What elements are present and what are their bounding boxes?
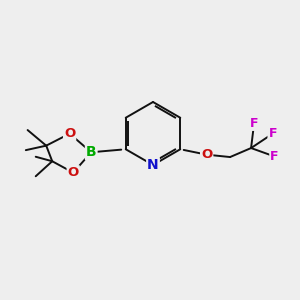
Text: N: N [147,158,159,172]
Text: O: O [201,148,212,161]
Text: F: F [268,127,277,140]
Text: O: O [64,127,75,140]
Text: B: B [86,145,97,159]
Text: F: F [250,117,258,130]
Text: O: O [68,166,79,179]
Text: F: F [270,150,279,163]
